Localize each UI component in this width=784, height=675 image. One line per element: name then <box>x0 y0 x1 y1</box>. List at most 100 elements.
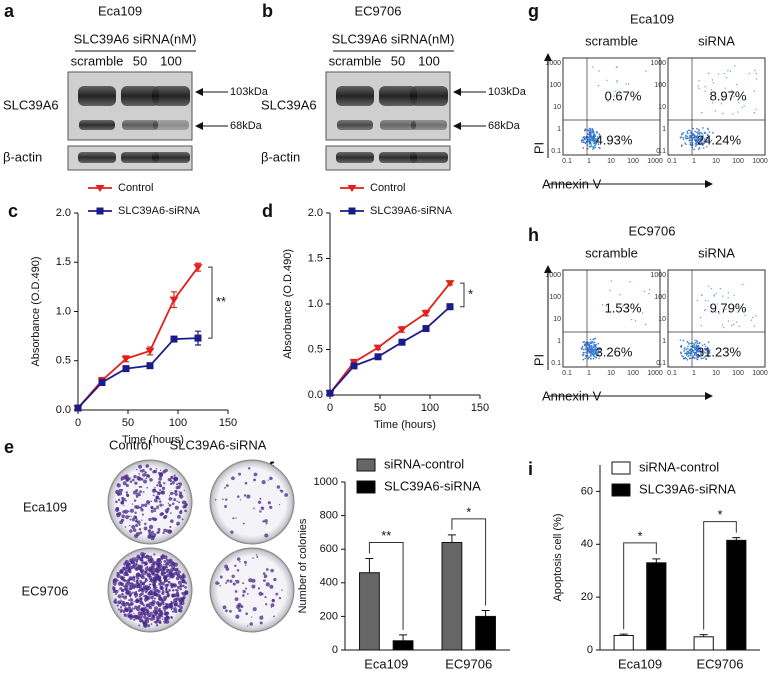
colony <box>119 581 121 584</box>
colony <box>157 508 159 510</box>
colony <box>131 518 136 522</box>
colony <box>151 597 154 600</box>
error-bar <box>732 537 741 541</box>
event <box>592 146 594 149</box>
colony <box>138 595 141 598</box>
colony <box>270 603 275 608</box>
colony <box>148 503 150 505</box>
event <box>711 79 714 81</box>
colony <box>157 527 161 531</box>
event <box>755 315 757 317</box>
event <box>581 347 583 349</box>
y-tick-label: 0.5 <box>56 355 71 367</box>
colony <box>163 620 165 623</box>
event <box>630 318 633 321</box>
point <box>398 338 406 346</box>
loading-label: β-actin <box>3 149 42 164</box>
event <box>731 324 733 327</box>
colony <box>144 552 146 555</box>
row-label: EC9706 <box>22 583 69 598</box>
colony <box>155 573 160 578</box>
colony <box>171 476 174 478</box>
colony <box>172 598 178 603</box>
colony <box>170 519 174 523</box>
colony <box>273 615 275 618</box>
colony <box>128 611 131 614</box>
colony <box>284 493 289 497</box>
colony <box>166 558 169 562</box>
event <box>680 145 683 147</box>
colony <box>144 522 147 526</box>
colony <box>125 499 127 502</box>
colony <box>163 574 168 580</box>
x-axis-label: Annexin V <box>542 388 602 403</box>
legend-label: Control <box>118 182 153 194</box>
event <box>685 134 687 137</box>
colony <box>256 555 259 558</box>
panel-label: g <box>528 1 539 21</box>
event <box>730 94 733 97</box>
colony <box>275 592 279 596</box>
event <box>581 354 584 356</box>
event <box>597 143 600 145</box>
colony <box>271 598 276 603</box>
event <box>755 78 758 80</box>
event <box>598 133 601 135</box>
colony <box>153 593 156 596</box>
colony <box>174 609 178 614</box>
colony <box>138 523 141 526</box>
colony <box>173 498 177 502</box>
event <box>755 72 758 75</box>
colony <box>145 473 150 478</box>
band <box>379 86 417 106</box>
colony <box>173 492 176 495</box>
colony <box>148 501 150 504</box>
band <box>410 152 448 163</box>
colony <box>117 608 120 611</box>
colony <box>257 500 262 505</box>
event <box>590 357 592 360</box>
colony <box>234 590 238 593</box>
colony <box>162 531 165 535</box>
y-tick-label: 2.0 <box>56 207 71 219</box>
event <box>698 143 700 145</box>
colony <box>171 589 175 592</box>
event <box>692 349 695 352</box>
colony <box>124 585 126 587</box>
event <box>590 344 593 347</box>
event <box>688 139 691 142</box>
colony <box>225 581 228 584</box>
legend-label: Control <box>370 182 405 194</box>
event <box>686 350 689 353</box>
colony <box>125 491 129 494</box>
colony <box>153 587 157 592</box>
event <box>725 308 727 311</box>
colony <box>161 569 164 572</box>
y-tick-label: 1.0 <box>56 305 71 317</box>
colony <box>150 583 152 585</box>
event <box>591 135 593 137</box>
colony <box>143 597 148 602</box>
condition-label: scramble <box>585 245 638 260</box>
event <box>681 132 683 135</box>
event <box>705 352 707 354</box>
colony <box>168 495 171 497</box>
lane-label: 50 <box>391 53 405 68</box>
colony <box>118 584 120 587</box>
colony <box>123 576 126 579</box>
colony <box>280 489 284 493</box>
event <box>686 135 688 138</box>
colony <box>138 566 143 570</box>
error-bar <box>619 633 628 636</box>
band <box>410 86 448 106</box>
event <box>643 290 646 293</box>
event <box>696 299 699 302</box>
event <box>707 355 709 358</box>
colony <box>170 564 173 567</box>
event <box>599 135 601 137</box>
panel-label: b <box>262 1 273 21</box>
event <box>591 130 593 133</box>
marker-label: 68kDa <box>230 120 263 132</box>
colony <box>140 573 145 578</box>
colony <box>140 592 144 596</box>
